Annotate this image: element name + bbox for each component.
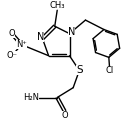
- Text: H₂N: H₂N: [23, 93, 39, 102]
- Text: O: O: [8, 29, 15, 38]
- Text: O⁻: O⁻: [6, 51, 17, 60]
- Text: CH₃: CH₃: [49, 1, 65, 10]
- Text: Cl: Cl: [105, 66, 114, 75]
- Text: N⁺: N⁺: [16, 40, 27, 49]
- Text: N: N: [68, 27, 75, 37]
- Text: O: O: [61, 111, 68, 120]
- Text: S: S: [76, 66, 83, 75]
- Text: N: N: [37, 32, 44, 42]
